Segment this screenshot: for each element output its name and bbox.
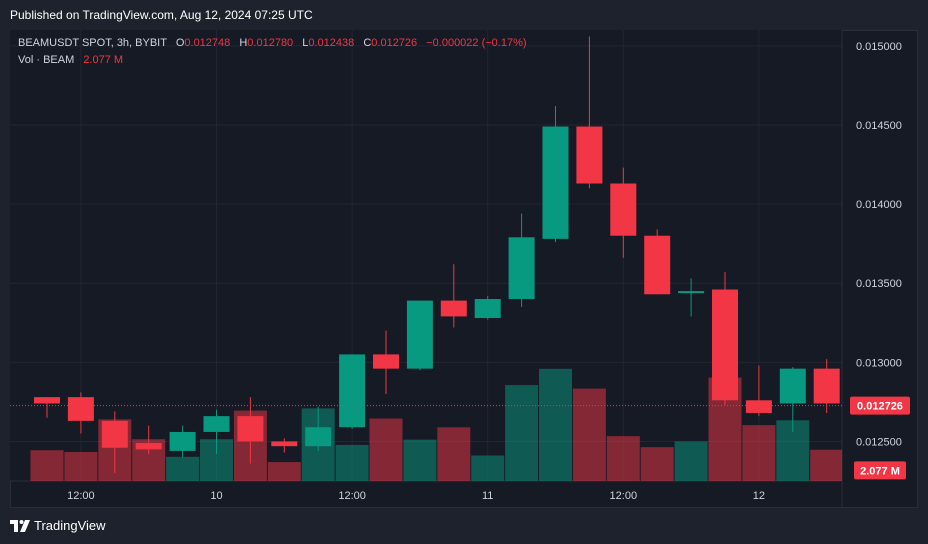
volume-label: Vol · BEAM [18,54,75,66]
candle-body [474,299,501,319]
candle-body [237,416,264,442]
volume-bar [742,425,776,481]
x-tick-label: 12:00 [67,490,95,502]
volume-bar [403,439,437,481]
volume-bar [30,450,64,481]
published-caption: Published on TradingView.com, Aug 12, 20… [10,8,313,22]
volume-value: 2.077 M [83,54,124,66]
tradingview-brand[interactable]: TradingView [34,518,106,533]
plot-content [30,36,842,481]
symbol-label: BEAMUSDT SPOT, 3h, BYBIT [18,37,167,49]
candle-body [813,368,840,404]
last-volume-badge [854,461,906,480]
candle-body [34,397,60,404]
x-tick-label: 12:00 [338,490,366,502]
volume-bar [335,444,369,481]
low-label: L [302,37,309,49]
close-label: C [363,37,372,49]
candle-body [440,300,467,317]
candle-body [644,235,671,295]
candle-body [678,291,705,294]
volume-bar [505,385,539,481]
candle-body [339,354,366,428]
volume-bar [674,441,708,481]
low-value: 0.012438 [308,37,355,49]
candle-body [169,431,196,451]
volume-bar [640,447,674,481]
open-label: O [175,37,185,49]
candle-body [610,183,637,236]
volume-bar [369,418,403,481]
y-tick-label: 0.014000 [856,199,902,211]
last-volume-label: 2.077 M [860,465,900,477]
candlestick-chart[interactable]: 0.015000 0.014500 0.014000 0.013500 0.013000… [10,30,918,508]
open-value: 0.012748 [184,37,231,49]
candle-body [305,427,332,447]
change-value: −0.000022 (−0.17%) [426,37,527,49]
bottom-bar: TradingView [0,508,928,544]
last-price-badge [850,396,910,415]
high-label: H [239,37,248,49]
candle-body [101,420,128,448]
close-value: 0.012726 [371,37,418,49]
high-value: 0.012780 [247,37,294,49]
volume-bar [471,455,505,481]
y-tick-label: 0.015000 [856,41,902,53]
y-tick-label: 0.012500 [856,436,902,448]
candle-body [779,368,806,404]
candle-body [576,126,603,184]
candle-body [745,400,772,413]
candle-body [67,397,94,421]
volume-row: Vol · BEAM 2.077 M [18,52,527,69]
candle-body [508,237,535,300]
legend: BEAMUSDT SPOT, 3h, BYBIT O0.012748 H0.01… [18,35,527,69]
x-tick-label: 12:00 [610,490,638,502]
y-tick-label: 0.013000 [856,357,902,369]
volume-bar [267,462,301,481]
candle-body [373,354,399,369]
candle-body [406,300,433,369]
candle-body [712,289,738,401]
y-tick-label: 0.013500 [856,278,902,290]
tradingview-logo-icon[interactable] [10,519,30,533]
volume-bar [166,456,200,481]
ohlc-row: BEAMUSDT SPOT, 3h, BYBIT O0.012748 H0.01… [18,35,527,52]
x-tick-label: 11 [482,490,493,502]
y-tick-label: 0.014500 [856,120,902,132]
x-tick-label: 12 [753,490,765,502]
candle-body [271,441,298,447]
volume-bar [572,388,606,481]
candle-body [542,126,569,239]
x-tick-label: 10 [210,490,222,502]
last-price-label: 0.012726 [857,401,903,413]
volume-bar [539,368,572,481]
candle-body [135,443,162,450]
top-bar: Published on TradingView.com, Aug 12, 20… [0,0,928,30]
candle-body [203,416,230,432]
volume-bar [437,427,471,481]
volume-bar [810,449,842,481]
volume-bar [606,436,640,481]
volume-bar [64,451,98,481]
